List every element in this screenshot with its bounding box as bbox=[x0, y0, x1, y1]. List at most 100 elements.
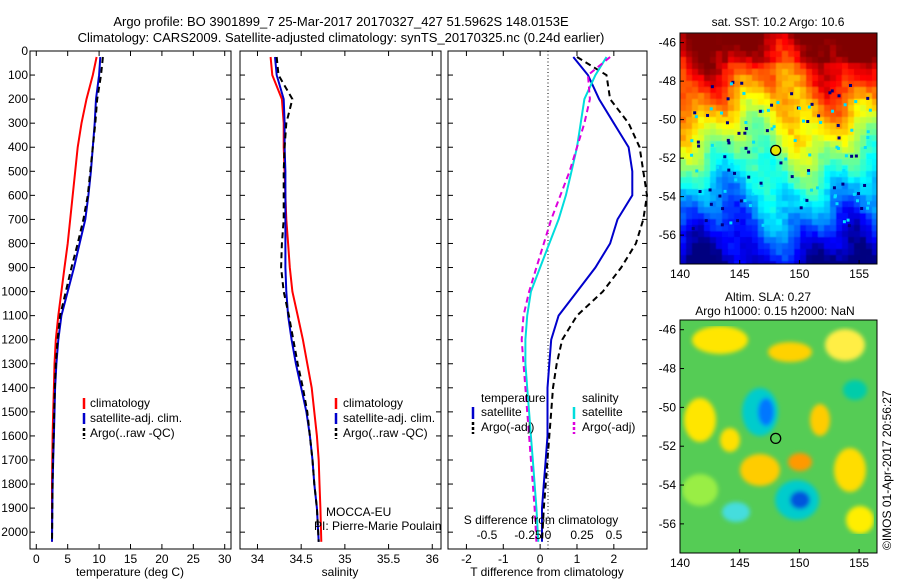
sst-cell bbox=[824, 171, 831, 178]
sst-cell bbox=[866, 243, 873, 250]
sst-cell bbox=[728, 93, 735, 100]
sst-cell bbox=[722, 99, 729, 106]
sst-cell bbox=[818, 99, 825, 106]
sst-cell bbox=[710, 63, 717, 70]
sst-cell bbox=[866, 141, 873, 148]
sst-cell bbox=[818, 141, 825, 148]
sst-cell bbox=[770, 63, 777, 70]
sst-cell bbox=[860, 129, 867, 136]
sst-cell bbox=[746, 213, 753, 220]
sst-cell bbox=[728, 105, 735, 112]
sst-cell bbox=[692, 255, 699, 262]
sst-cell bbox=[698, 57, 705, 64]
y-tick-label: 200 bbox=[8, 92, 28, 106]
sst-cell bbox=[872, 201, 877, 208]
sst-cell bbox=[830, 93, 837, 100]
sst-cell bbox=[758, 255, 765, 262]
map-y-tick-label: -52 bbox=[659, 151, 677, 165]
sal-legend-climatology: climatology bbox=[343, 396, 403, 410]
sst-cell bbox=[866, 117, 873, 124]
sst-cell bbox=[710, 249, 717, 256]
sst-cell bbox=[770, 159, 777, 166]
sst-cell bbox=[734, 129, 741, 136]
sst-cell bbox=[716, 39, 723, 46]
sst-cell bbox=[872, 93, 877, 100]
sst-speckle bbox=[698, 190, 702, 194]
sst-cell bbox=[782, 99, 789, 106]
sst-speckle bbox=[805, 203, 809, 207]
sst-cell bbox=[848, 141, 855, 148]
sst-cell bbox=[740, 231, 747, 238]
sst-speckle bbox=[817, 114, 821, 118]
x-tick-label: 1 bbox=[574, 552, 581, 566]
sst-speckle bbox=[772, 125, 776, 129]
sst-cell bbox=[686, 219, 693, 226]
sst-cell bbox=[818, 213, 825, 220]
sst-speckle bbox=[704, 219, 708, 223]
sst-cell bbox=[818, 237, 825, 244]
sst-cell bbox=[794, 213, 801, 220]
sst-cell bbox=[752, 237, 759, 244]
sst-cell bbox=[740, 69, 747, 76]
sst-cell bbox=[806, 57, 813, 64]
sst-cell bbox=[824, 183, 831, 190]
sst-cell bbox=[686, 75, 693, 82]
y-tick-label: 100 bbox=[8, 68, 28, 82]
sst-cell bbox=[728, 51, 735, 58]
sst-cell bbox=[788, 33, 795, 40]
y-tick-label: 1900 bbox=[1, 501, 28, 515]
sst-cell bbox=[836, 201, 843, 208]
sst-cell bbox=[830, 159, 837, 166]
sst-cell bbox=[776, 171, 783, 178]
sst-cell bbox=[794, 63, 801, 70]
sst-cell bbox=[842, 213, 849, 220]
sst-cell bbox=[866, 159, 873, 166]
sst-cell bbox=[872, 87, 877, 94]
sst-cell bbox=[686, 237, 693, 244]
sst-cell bbox=[728, 231, 735, 238]
sst-cell bbox=[722, 261, 729, 264]
sst-cell bbox=[794, 45, 801, 52]
sst-cell bbox=[692, 75, 699, 82]
sst-cell bbox=[788, 219, 795, 226]
sst-speckle bbox=[743, 131, 747, 135]
sst-cell bbox=[734, 93, 741, 100]
sst-cell bbox=[794, 189, 801, 196]
sst-speckle bbox=[747, 150, 751, 154]
sst-cell bbox=[692, 141, 699, 148]
sst-cell bbox=[752, 81, 759, 88]
sst-cell bbox=[872, 243, 877, 250]
sst-cell bbox=[680, 225, 687, 232]
sst-cell bbox=[710, 33, 717, 40]
sla-blob bbox=[843, 380, 867, 400]
sst-cell bbox=[704, 135, 711, 142]
x-tick-label: 20 bbox=[155, 552, 169, 566]
sst-cell bbox=[860, 75, 867, 82]
sst-cell bbox=[692, 225, 699, 232]
sst-cell bbox=[860, 63, 867, 70]
sst-cell bbox=[698, 177, 705, 184]
sst-cell bbox=[872, 117, 877, 124]
sst-map-frame bbox=[679, 32, 878, 265]
sst-cell bbox=[830, 129, 837, 136]
sla-blob bbox=[692, 326, 748, 354]
sst-cell bbox=[866, 231, 873, 238]
sst-cell bbox=[698, 255, 705, 262]
sst-cell bbox=[854, 45, 861, 52]
sst-cell bbox=[782, 93, 789, 100]
sst-cell bbox=[872, 111, 877, 118]
sst-speckle bbox=[725, 121, 729, 125]
sst-cell bbox=[686, 213, 693, 220]
sst-cell bbox=[824, 165, 831, 172]
sst-cell bbox=[776, 243, 783, 250]
sst-cell bbox=[704, 117, 711, 124]
sst-cell bbox=[818, 111, 825, 118]
sst-speckle bbox=[718, 194, 722, 198]
sst-cell bbox=[704, 231, 711, 238]
sst-cell bbox=[866, 33, 873, 40]
sst-cell bbox=[770, 255, 777, 262]
sst-cell bbox=[746, 111, 753, 118]
map-y-tick-label: -50 bbox=[659, 113, 677, 127]
sst-cell bbox=[776, 51, 783, 58]
sst-cell bbox=[782, 237, 789, 244]
